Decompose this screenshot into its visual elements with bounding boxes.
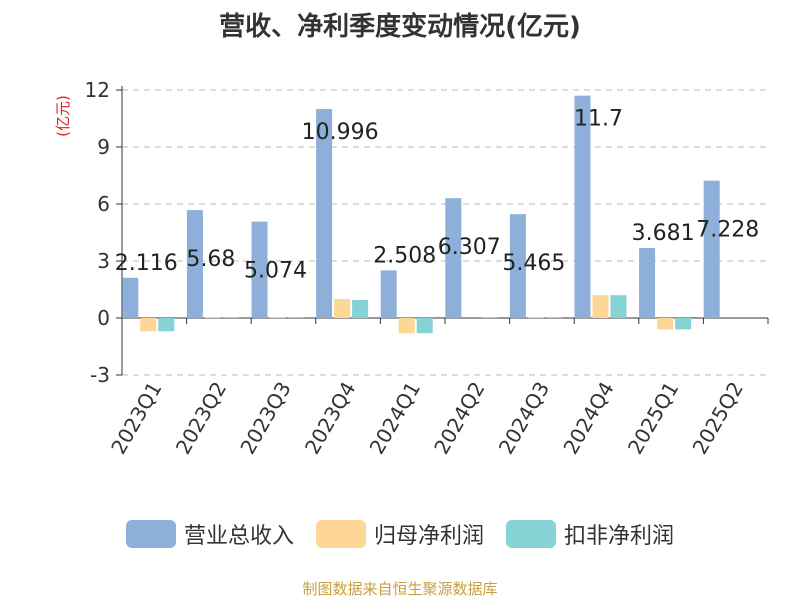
bar-revenue xyxy=(380,270,397,318)
y-axis-label: (亿元) xyxy=(54,95,72,137)
grid-layer xyxy=(122,89,768,376)
y-tick-label: 12 xyxy=(85,78,110,102)
legend: 营业总收入 归母净利润 扣非净利润 xyxy=(0,518,800,550)
bar-deducted-profit xyxy=(352,299,369,318)
x-tick-label: 2024Q3 xyxy=(494,378,554,459)
data-label: 6.307 xyxy=(438,235,501,260)
bar-revenue xyxy=(639,248,656,318)
data-label: 5.465 xyxy=(502,251,565,276)
bar-deducted-profit xyxy=(222,317,239,319)
bar-deducted-profit xyxy=(416,318,433,334)
bar-net-profit xyxy=(398,318,415,334)
legend-label-revenue: 营业总收入 xyxy=(183,524,294,549)
bar-net-profit xyxy=(269,317,286,319)
legend-item-revenue[interactable]: 营业总收入 xyxy=(125,518,294,550)
y-tick-label: 6 xyxy=(97,192,110,216)
data-label: 2.116 xyxy=(115,251,178,276)
data-label: 10.996 xyxy=(302,120,379,145)
x-tick-label: 2023Q2 xyxy=(171,378,231,459)
legend-label-net-profit: 归母净利润 xyxy=(373,524,484,549)
x-tick-label: 2024Q1 xyxy=(365,378,425,459)
bar-net-profit xyxy=(334,299,351,318)
y-tick-label: 0 xyxy=(97,306,110,330)
data-label: 2.508 xyxy=(373,243,436,268)
x-tick-label: 2025Q2 xyxy=(688,378,748,459)
bar-net-profit xyxy=(204,317,221,319)
x-tick-label: 2023Q3 xyxy=(235,378,295,459)
x-tick-label: 2024Q4 xyxy=(558,378,618,459)
legend-label-deducted-profit: 扣非净利润 xyxy=(564,524,675,549)
legend-swatch-net-profit xyxy=(315,520,366,548)
bar-deducted-profit xyxy=(545,317,562,319)
bar-net-profit xyxy=(592,295,609,318)
bar-revenue xyxy=(445,198,462,318)
bar-net-profit xyxy=(140,318,157,332)
bar-deducted-profit xyxy=(481,317,498,319)
y-tick-label: 3 xyxy=(97,249,110,273)
legend-swatch-revenue xyxy=(125,520,176,548)
bar-deducted-profit xyxy=(675,318,692,330)
data-label: 5.68 xyxy=(186,247,235,272)
bar-revenue xyxy=(251,221,268,318)
legend-item-deducted-profit[interactable]: 扣非净利润 xyxy=(506,518,674,550)
bar-revenue xyxy=(703,180,720,318)
x-tick-label: 2024Q2 xyxy=(429,378,489,459)
data-source-note: 制图数据来自恒生聚源数据库 xyxy=(302,580,498,598)
bar-deducted-profit xyxy=(287,317,304,319)
data-label: 3.681 xyxy=(632,221,695,246)
legend-item-net-profit[interactable]: 归母净利润 xyxy=(315,518,484,550)
legend-swatch-deducted-profit xyxy=(506,520,556,548)
bar-deducted-profit xyxy=(610,295,627,318)
bar-revenue xyxy=(574,95,591,318)
chart-title: 营收、净利季度变动情况(亿元) xyxy=(219,12,581,42)
x-tick-label: 2025Q1 xyxy=(623,378,683,459)
bar-deducted-profit xyxy=(158,318,175,332)
bar-layer xyxy=(122,95,720,334)
bar-revenue xyxy=(316,109,333,319)
x-tick-label: 2023Q4 xyxy=(300,378,360,459)
data-label: 7.228 xyxy=(696,218,759,243)
bar-net-profit xyxy=(527,317,544,319)
bar-revenue xyxy=(509,214,526,318)
bar-net-profit xyxy=(657,318,674,330)
data-label: 11.7 xyxy=(574,107,623,132)
y-tick-label: -3 xyxy=(90,363,110,387)
bar-revenue xyxy=(186,210,203,318)
data-label: 5.074 xyxy=(244,259,307,284)
bar-revenue xyxy=(122,277,139,318)
y-tick-label: 9 xyxy=(97,135,110,159)
x-tick-label: 2023Q1 xyxy=(106,378,166,459)
